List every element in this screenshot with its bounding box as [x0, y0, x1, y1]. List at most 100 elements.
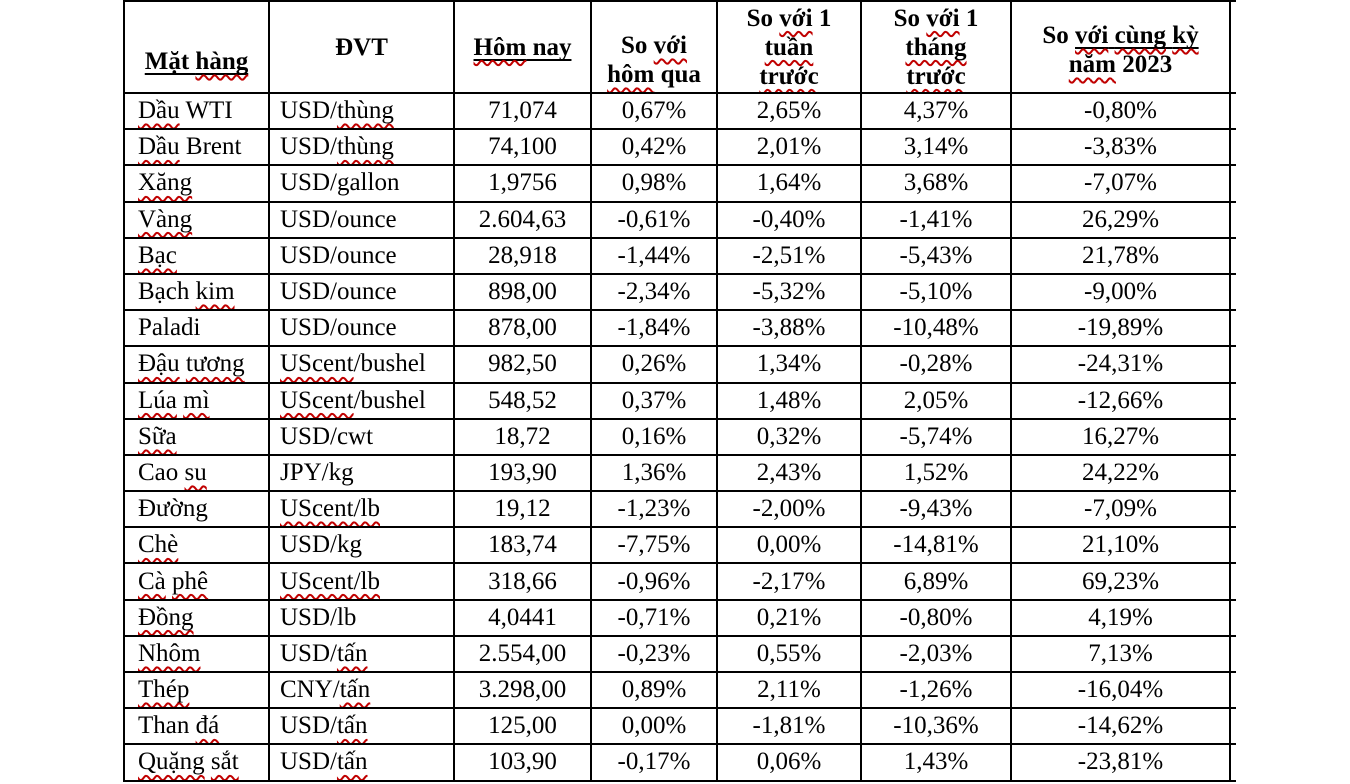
spellcheck-wavy-word: Đồng: [138, 603, 194, 631]
filler-cell: [1229, 526, 1236, 565]
commodity-name-cell: Xăng: [123, 164, 270, 203]
commodity-name-cell: Sữa: [123, 417, 270, 456]
today-price-cell: 19,12: [453, 490, 592, 529]
spellcheck-wavy-word: hôm: [607, 61, 655, 88]
vs-yesterday-cell: 0,37%: [590, 381, 718, 420]
today-price-cell: 4,0441: [453, 598, 592, 637]
vs-week-cell: -2,00%: [716, 490, 862, 529]
spellcheck-wavy-word: thùng: [336, 133, 394, 161]
vs-month-cell: -10,48%: [860, 309, 1012, 348]
vs-week-cell: 1,34%: [716, 345, 862, 384]
vs-month-cell: 3,14%: [860, 128, 1012, 167]
spellcheck-wavy-word: mì: [183, 386, 210, 414]
unit-cell: CNY/tấn: [268, 670, 455, 710]
table-row: Xăng USD/gallon 1,9756 0,98% 1,64% 3,68% -7,07…: [123, 164, 1236, 203]
unit-cell: USD/thùng: [268, 128, 455, 167]
spellcheck-wavy-word: trước: [906, 62, 966, 90]
commodity-name-cell: Cao su: [123, 453, 270, 493]
spellcheck-wavy-word: tháng: [905, 33, 967, 61]
spellcheck-wavy-word: Bạc: [138, 241, 177, 269]
vs-2023-cell: 21,78%: [1010, 236, 1231, 275]
commodity-name-cell: Lúa mì: [123, 381, 270, 420]
filler-cell: [1229, 743, 1236, 782]
spellcheck-wavy-word: đá: [195, 712, 220, 740]
commodity-name-cell: Vàng: [123, 200, 270, 239]
table-row: Cà phê UScent/lb 318,66 -0,96% -2,17% 6,89% 69…: [123, 562, 1236, 601]
spellcheck-wavy-word: trước: [759, 62, 819, 90]
spellcheck-wavy-word: kim: [195, 278, 235, 306]
today-price-cell: 193,90: [453, 453, 592, 493]
spellcheck-wavy-word: thùng: [336, 97, 394, 125]
vs-yesterday-cell: -0,71%: [590, 598, 718, 637]
vs-week-cell: 0,32%: [716, 417, 862, 456]
vs-month-cell: -5,43%: [860, 236, 1012, 275]
unit-cell: UScent/bushel: [268, 381, 455, 420]
vs-2023-cell: 4,19%: [1010, 598, 1231, 637]
spellcheck-wavy-word: tấn: [336, 712, 368, 740]
vs-yesterday-cell: -7,75%: [590, 526, 718, 565]
vs-month-cell: 3,68%: [860, 164, 1012, 203]
vs-week-cell: 0,55%: [716, 634, 862, 674]
vs-yesterday-cell: -1,84%: [590, 309, 718, 348]
spellcheck-wavy-word: với: [926, 4, 960, 32]
commodity-name-cell: Bạch kim: [123, 272, 270, 312]
column-header-vs-yesterday: So với hôm qua: [590, 0, 718, 94]
vs-2023-cell: -14,62%: [1010, 707, 1231, 746]
vs-week-cell: -2,51%: [716, 236, 862, 275]
spellcheck-wavy-word: phê: [172, 567, 209, 595]
today-price-cell: 2.554,00: [453, 634, 592, 674]
vs-month-cell: -10,36%: [860, 707, 1012, 746]
vs-month-cell: -2,03%: [860, 634, 1012, 674]
filler-cell: [1229, 598, 1236, 637]
vs-month-cell: 4,37%: [860, 91, 1012, 131]
vs-2023-cell: -12,66%: [1010, 381, 1231, 420]
table-row: Bạch kim USD/ounce 898,00 -2,34% -5,32% -5,10…: [123, 272, 1236, 312]
spellcheck-wavy-word: với: [1075, 22, 1109, 49]
spellcheck-wavy-word: UScent/lb: [280, 495, 380, 523]
vs-week-cell: -1,81%: [716, 707, 862, 746]
vs-month-cell: -0,80%: [860, 598, 1012, 637]
today-price-cell: 2.604,63: [453, 200, 592, 239]
filler-cell: [1229, 91, 1236, 131]
vs-yesterday-cell: 0,16%: [590, 417, 718, 456]
filler-cell: [1229, 707, 1236, 746]
commodity-name-cell: Cà phê: [123, 562, 270, 601]
vs-month-cell: -1,41%: [860, 200, 1012, 239]
filler-cell: [1229, 164, 1236, 203]
vs-month-cell: 2,05%: [860, 381, 1012, 420]
underlined-text: Mặt hàng: [144, 48, 249, 75]
vs-yesterday-cell: 0,89%: [590, 670, 718, 710]
vs-yesterday-cell: 1,36%: [590, 453, 718, 493]
vs-2023-cell: -3,83%: [1010, 128, 1231, 167]
vs-month-cell: -5,74%: [860, 417, 1012, 456]
table-row: Đậu tương UScent/bushel 982,50 0,26% 1,34% -0…: [123, 345, 1236, 384]
vs-week-cell: -5,32%: [716, 272, 862, 312]
unit-cell: USD/thùng: [268, 91, 455, 131]
filler-cell: [1229, 200, 1236, 239]
table-row: Đường UScent/lb 19,12 -1,23% -2,00% -9,43% -7,…: [123, 490, 1236, 529]
vs-month-cell: 1,52%: [860, 453, 1012, 493]
spellcheck-wavy-word: Dầu: [138, 97, 180, 125]
table-row: Chè USD/kg 183,74 -7,75% 0,00% -14,81% 21,10%: [123, 526, 1236, 565]
column-header-unit: ĐVT: [268, 0, 455, 94]
vs-yesterday-cell: -0,17%: [590, 743, 718, 782]
today-price-cell: 183,74: [453, 526, 592, 565]
spellcheck-wavy-word: Thép: [138, 676, 190, 704]
column-header-vs-2023: So với cùng kỳ năm 2023: [1010, 0, 1231, 94]
spellcheck-wavy-word: sắt: [210, 748, 239, 776]
column-header-commodity: Mặt hàng: [123, 0, 270, 94]
table-row: Sữa USD/cwt 18,72 0,16% 0,32% -5,74% 16,27%: [123, 417, 1236, 456]
commodity-name-cell: Quặng sắt: [123, 743, 270, 782]
filler-cell: [1229, 562, 1236, 601]
unit-cell: USD/cwt: [268, 417, 455, 456]
vs-2023-cell: -19,89%: [1010, 309, 1231, 348]
commodity-name-cell: Đường: [123, 490, 270, 529]
vs-month-cell: -0,28%: [860, 345, 1012, 384]
spellcheck-wavy-word: tấn: [336, 748, 368, 776]
table-row: Than đá USD/tấn 125,00 0,00% -1,81% -10,36% -1…: [123, 707, 1236, 746]
spellcheck-wavy-word: Nhôm: [138, 639, 201, 667]
filler-cell: [1229, 670, 1236, 710]
commodity-name-cell: Đồng: [123, 598, 270, 637]
vs-yesterday-cell: -2,34%: [590, 272, 718, 312]
